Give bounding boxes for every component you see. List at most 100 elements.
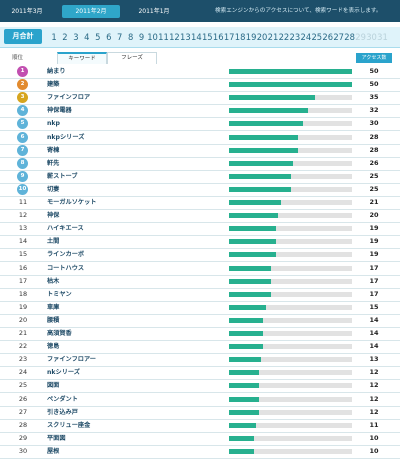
day-link[interactable]: 14 xyxy=(191,32,202,42)
keyword-link[interactable]: 土間 xyxy=(47,238,60,246)
keyword-link[interactable]: ファインフロアー xyxy=(47,356,96,364)
keyword-link[interactable]: ハイキエース xyxy=(47,225,84,233)
keyword-link[interactable]: 平面図 xyxy=(47,434,66,442)
day-link[interactable]: 19 xyxy=(245,32,257,42)
keyword-link[interactable]: ラインカーボ xyxy=(47,251,85,259)
day-link[interactable]: 1 xyxy=(51,32,57,42)
table-row: 20 腰積 14 xyxy=(0,314,400,328)
keyword-link[interactable]: nkp xyxy=(47,120,60,128)
day-link[interactable]: 4 xyxy=(84,32,90,42)
access-bar-track xyxy=(229,448,352,454)
access-bar-track xyxy=(229,278,352,284)
rank-number: 30 xyxy=(18,446,28,455)
access-count: 35 xyxy=(369,93,379,102)
access-bar-fill xyxy=(229,422,257,428)
keyword-link[interactable]: 屋根 xyxy=(47,447,60,455)
day-link[interactable]: 6 xyxy=(106,32,112,42)
access-bar-fill xyxy=(229,160,293,166)
day-link[interactable]: 23 xyxy=(289,32,301,42)
day-link[interactable]: 21 xyxy=(267,32,279,42)
tab-phrase[interactable]: フレーズ xyxy=(107,52,157,64)
keyword-link[interactable]: モーガルソケット xyxy=(47,199,97,206)
access-bar-track xyxy=(229,435,352,441)
keyword-link[interactable]: 薪ストーブ xyxy=(47,172,78,180)
keyword-link[interactable]: 寄棟 xyxy=(47,146,60,154)
rank-number: 12 xyxy=(18,211,28,220)
access-bar-fill xyxy=(229,147,298,153)
day-link[interactable]: 16 xyxy=(212,32,224,42)
keyword-link[interactable]: スクリュー座金 xyxy=(47,421,91,429)
keyword-link[interactable]: 徳島 xyxy=(47,343,60,351)
day-link[interactable]: 31 xyxy=(377,32,388,42)
day-link[interactable]: 22 xyxy=(278,32,290,42)
keyword-link[interactable]: nkシリーズ xyxy=(47,369,80,377)
day-link[interactable]: 24 xyxy=(300,32,312,42)
access-bar-track xyxy=(229,160,352,166)
keyword-link[interactable]: 車庫 xyxy=(47,303,60,311)
access-count: 10 xyxy=(369,446,379,455)
keyword-link[interactable]: 納まり xyxy=(47,68,66,75)
day-link[interactable]: 12 xyxy=(169,32,180,42)
tab-keyword[interactable]: キーワード xyxy=(57,52,107,64)
access-bar-track xyxy=(229,422,352,428)
access-count: 50 xyxy=(369,67,379,75)
day-link[interactable]: 9 xyxy=(138,32,145,42)
month-tab-2011-02[interactable]: 2011年2月 xyxy=(62,5,120,18)
day-link[interactable]: 8 xyxy=(127,32,134,42)
day-link[interactable]: 7 xyxy=(117,32,123,42)
day-link[interactable]: 27 xyxy=(333,32,345,42)
day-link[interactable]: 17 xyxy=(223,32,235,42)
day-link[interactable]: 15 xyxy=(201,32,213,42)
table-row: 23 ファインフロアー 13 xyxy=(0,353,400,368)
keyword-link[interactable]: nkpシリーズ xyxy=(47,133,85,141)
table-row: 26 ペンダント 12 xyxy=(0,393,400,407)
day-link[interactable]: 11 xyxy=(158,32,169,42)
access-count: 32 xyxy=(369,106,379,115)
rank-number: 28 xyxy=(18,420,28,429)
table-row: 6 nkpシリーズ 28 xyxy=(0,131,400,145)
access-bar-fill xyxy=(229,304,266,310)
access-count: 10 xyxy=(369,433,379,442)
rank-number: 21 xyxy=(18,329,28,337)
keyword-link[interactable]: 神保 xyxy=(47,212,60,220)
keyword-link[interactable]: 軒先 xyxy=(47,159,60,167)
access-count: 14 xyxy=(369,329,379,337)
access-bar-fill xyxy=(229,82,352,88)
access-bar-fill xyxy=(229,344,264,350)
day-link[interactable]: 5 xyxy=(95,32,101,42)
access-bar-track xyxy=(229,239,352,245)
day-link[interactable]: 20 xyxy=(256,32,268,42)
day-link[interactable]: 30 xyxy=(366,32,377,42)
access-count: 14 xyxy=(369,315,379,324)
day-link[interactable]: 26 xyxy=(322,32,334,42)
day-link[interactable]: 29 xyxy=(355,32,366,42)
day-link[interactable]: 25 xyxy=(311,32,323,42)
access-count: 17 xyxy=(369,276,379,285)
keyword-link[interactable]: 高須賀香 xyxy=(47,330,72,337)
keyword-link[interactable]: 切妻 xyxy=(47,185,60,193)
day-link[interactable]: 28 xyxy=(344,32,355,42)
keyword-link[interactable]: 腰積 xyxy=(47,316,60,324)
keyword-link[interactable]: ファインフロア xyxy=(47,94,91,102)
access-bar-fill xyxy=(229,252,276,258)
day-link[interactable]: 3 xyxy=(73,32,79,42)
month-tab-2011-03[interactable]: 2011年3月 xyxy=(11,8,43,15)
day-link[interactable]: 13 xyxy=(180,32,191,42)
access-count: 11 xyxy=(369,420,379,429)
day-link[interactable]: 10 xyxy=(147,32,158,42)
table-row: 9 薪ストーブ 25 xyxy=(0,170,400,184)
keyword-link[interactable]: トミヤン xyxy=(47,290,72,298)
keyword-link[interactable]: 神保電器 xyxy=(47,107,72,115)
keyword-link[interactable]: 引き込み戸 xyxy=(47,408,78,416)
keyword-link[interactable]: 枯木 xyxy=(47,277,60,285)
keyword-link[interactable]: コートハウス xyxy=(47,264,85,272)
day-link[interactable]: 18 xyxy=(234,32,246,42)
access-bar-track xyxy=(229,226,352,232)
keyword-link[interactable]: ペンダント xyxy=(47,395,78,403)
keyword-link[interactable]: 図面 xyxy=(47,382,60,390)
month-tab-2011-01[interactable]: 2011年1月 xyxy=(138,8,170,15)
month-total-tab[interactable]: 月合計 xyxy=(4,29,42,44)
day-link[interactable]: 2 xyxy=(62,32,68,42)
access-count: 12 xyxy=(369,407,379,416)
keyword-link[interactable]: 建築 xyxy=(47,81,60,89)
